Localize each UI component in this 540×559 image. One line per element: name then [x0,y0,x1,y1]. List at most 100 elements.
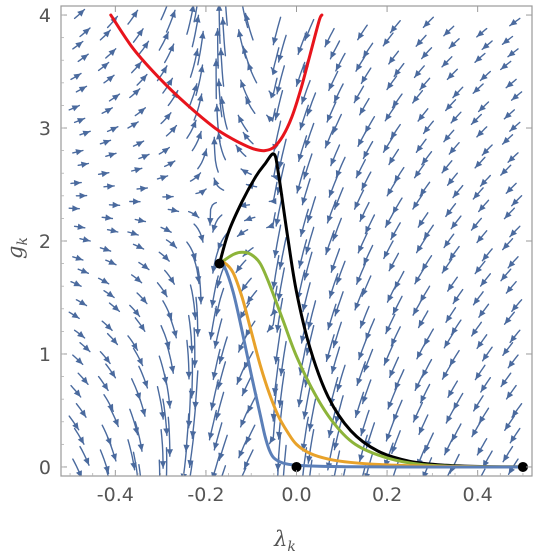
stream-arrowhead [412,201,420,209]
stream-arrowhead [391,338,398,346]
stream-arrowhead [482,42,490,50]
stream-arrowhead [166,193,174,201]
stream-arrowhead [80,161,89,168]
stream-arrowhead [442,59,450,67]
stream-arrowhead [199,31,206,39]
stream-arrowhead [416,351,423,359]
stream-arrowhead [77,331,85,338]
y-axis: 0 1 2 3 4 [39,5,532,479]
stream-arrowhead [201,149,208,157]
stream-arrowhead [271,37,279,45]
stream-arrowhead [327,429,334,438]
stream-arrowhead [446,415,453,423]
stream-arrowhead [501,378,508,387]
stream-arrowhead [385,433,392,441]
stream-arrowhead [511,93,519,101]
stream-arrowhead [299,228,306,237]
stream-arrowhead [272,250,280,258]
stream-arrowhead [104,107,113,115]
stream-arrowhead [389,263,396,271]
stream-arrowhead [478,104,486,112]
stream-arrowhead [217,242,224,250]
stream-arrowhead [198,234,205,243]
stream-arrowhead [193,48,200,57]
stream-arrowhead [451,221,458,229]
stream-arrowhead [295,78,302,87]
stream-arrowhead [156,492,162,499]
stream-arrowhead [164,341,171,349]
stream-arrowhead [110,126,118,133]
stream-arrowhead [75,357,83,365]
stream-arrowhead [216,6,223,11]
stream-arrowhead [361,182,368,190]
stream-arrowhead [332,126,339,135]
stream-arrowhead [473,86,481,94]
stream-arrowhead [421,51,429,59]
fixed-point-marker [517,461,528,472]
stream-arrowhead [334,308,341,316]
stream-arrowhead [327,322,334,330]
stream-arrowhead [472,428,479,437]
stream-arrowhead [387,401,394,409]
stream-arrowhead [134,392,141,400]
stream-arrowhead [296,399,304,407]
stream-arrowhead [504,211,512,219]
stream-arrowhead [133,198,140,205]
stream-arrowhead [193,172,201,181]
stream-arrowhead [270,413,277,422]
stream-arrowhead [142,380,149,388]
x-tick-label: -0.2 [187,484,224,506]
stream-arrowhead [388,56,396,64]
stream-arrowhead [480,73,488,81]
stream-arrowhead [356,170,363,178]
stream-arrowhead [169,240,177,248]
stream-arrowhead [332,442,340,450]
stream-arrowhead [512,409,519,418]
stream-arrowhead [197,296,204,304]
stream-arrowhead [414,70,422,78]
stream-arrowhead [442,265,449,273]
stream-arrowhead [238,115,245,124]
stream-arrowhead [112,304,120,312]
stream-arrowhead [390,131,398,139]
stream-arrowhead [271,281,278,289]
stream-arrowhead [330,51,337,59]
stream-arrowhead [132,88,140,96]
stream-arrowhead [326,114,333,122]
stream-arrowhead [449,146,457,155]
stream-arrowhead [159,461,167,469]
stream-arrowhead [307,423,314,431]
stream-arrowhead [102,139,111,146]
stream-arrowhead [360,427,367,436]
stream-arrowhead [475,372,482,380]
stream-arrowhead [447,283,455,292]
stream-arrowhead [190,120,197,129]
stream-arrowhead [75,41,83,49]
stream-arrowhead [418,113,425,122]
stream-arrowhead [476,129,484,137]
stream-arrowhead [416,244,423,253]
stream-arrowhead [237,480,243,488]
stream-arrowhead [101,277,109,284]
stream-arrowhead [475,160,483,168]
stream-arrowhead [180,473,187,476]
stream-arrowhead [273,356,280,364]
stream-arrowhead [101,170,109,178]
stream-arrowhead [300,476,306,483]
stream-arrowhead [336,383,343,392]
stream-arrowhead [185,371,193,379]
stream-arrowhead [216,280,223,288]
stream-arrowhead [166,312,173,321]
stream-arrowhead [500,167,508,176]
stream-arrowhead [301,197,308,205]
stream-arrowhead [444,239,451,248]
stream-arrowhead [473,403,480,411]
stream-arrowhead [325,140,331,148]
fixed-point-marker [214,258,225,269]
stream-arrowhead [477,447,484,455]
stream-arrowhead [304,32,311,41]
stream-arrowhead [448,389,455,398]
stream-arrowhead [385,219,392,228]
stream-arrowhead [105,437,112,446]
stream-arrowhead [416,144,424,153]
